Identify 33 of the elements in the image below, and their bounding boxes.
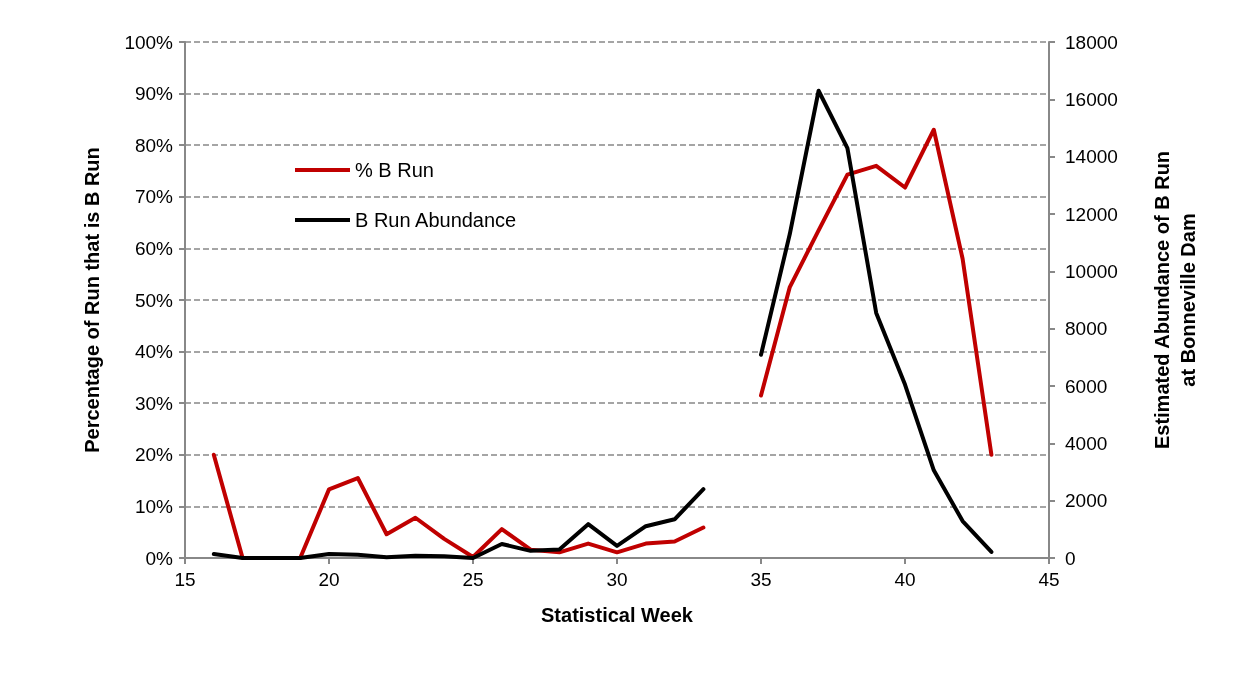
x-tick-label: 30: [606, 569, 628, 590]
y-tick-label: 70%: [134, 186, 174, 208]
y2-tick-label: 16000: [1065, 88, 1118, 110]
legend-label: B Run Abundance: [355, 209, 517, 231]
y-tick-label: 60%: [134, 237, 174, 259]
x-tick-label: 45: [1038, 569, 1060, 590]
y-tick-label: 40%: [134, 341, 174, 363]
x-axis-title: Statistical Week: [541, 604, 694, 626]
y-tick-label: 10%: [134, 495, 174, 517]
y2-tick-label: 0: [1065, 547, 1076, 569]
y2-tick-label: 2000: [1065, 490, 1108, 512]
y-tick-label: 100%: [124, 31, 174, 53]
legend-label: % B Run: [355, 159, 434, 181]
y-tick-label: 0%: [145, 547, 174, 569]
y2-tick-label: 4000: [1065, 432, 1108, 454]
y-tick-label: 80%: [134, 134, 174, 156]
y2-tick-label: 18000: [1065, 31, 1118, 53]
y-axis-title: Percentage of Run that is B Run: [81, 147, 103, 453]
x-tick-label: 25: [462, 569, 484, 590]
x-tick-label: 20: [318, 569, 340, 590]
y2-tick-label: 10000: [1065, 260, 1118, 282]
x-tick-label: 15: [174, 569, 196, 590]
y2-tick-label: 8000: [1065, 318, 1108, 340]
y2-tick-label: 12000: [1065, 203, 1118, 225]
y-tick-label: 90%: [134, 83, 174, 105]
x-tick-label: 35: [750, 569, 772, 590]
y2-tick-label: 6000: [1065, 375, 1108, 397]
y-tick-label: 20%: [134, 444, 174, 466]
y-tick-label: 50%: [134, 289, 174, 311]
y2-tick-label: 14000: [1065, 146, 1118, 168]
y-tick-label: 30%: [134, 392, 174, 414]
x-tick-label: 40: [894, 569, 916, 590]
y2-axis-title: Estimated Abundance of B Run at Bonneville Dam: [1151, 150, 1199, 450]
